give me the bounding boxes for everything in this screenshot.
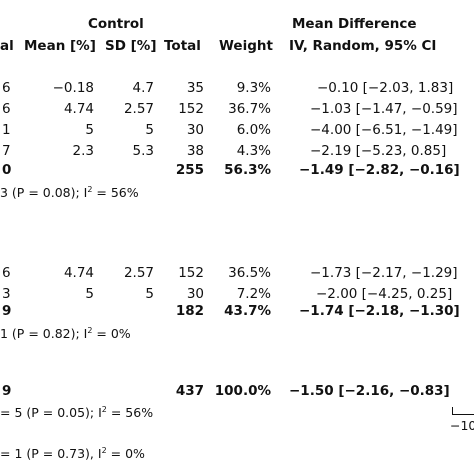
table-cell: −1.73 [−2.17, −1.29] [310, 265, 458, 281]
table-cell: 5.3 [132, 143, 154, 159]
table-cell: 36.7% [228, 101, 271, 117]
table-cell: 2.3 [72, 143, 94, 159]
subtotal-cell: −1.74 [−2.18, −1.30] [299, 303, 460, 319]
table-cell: 7 [2, 143, 11, 159]
axis-tick-label: −10 [450, 418, 474, 433]
table-cell: 2.57 [123, 101, 154, 117]
table-cell: 6 [2, 101, 11, 117]
table-cell: 3 [2, 286, 11, 302]
table-cell: 9.3% [236, 80, 271, 96]
subtotal-cell: 0 [2, 162, 12, 178]
col-total-left-partial: al [0, 38, 14, 54]
table-cell: 2.57 [123, 265, 154, 281]
col-total-header: Total [164, 38, 201, 54]
col-method-header: IV, Random, 95% CI [289, 38, 437, 54]
table-cell: −2.19 [−5.23, 0.85] [310, 143, 447, 159]
subtotal-cell: −1.49 [−2.82, −0.16] [299, 162, 460, 178]
table-cell: 4.7 [132, 80, 154, 96]
overall-total: 437 [175, 383, 204, 399]
table-cell: 38 [186, 143, 204, 159]
overall-cell: 9 [2, 383, 12, 399]
table-cell: 5 [85, 286, 94, 302]
table-cell: 6 [2, 265, 11, 281]
col-weight-header: Weight [219, 38, 273, 54]
table-cell: 6.0% [236, 122, 271, 138]
table-cell: 5 [145, 122, 154, 138]
overall-ci: −1.50 [−2.16, −0.83] [289, 383, 450, 399]
table-cell: 4.74 [63, 265, 94, 281]
table-cell: −1.03 [−1.47, −0.59] [310, 101, 458, 117]
table-cell: 35 [186, 80, 204, 96]
subtotal-cell: 43.7% [224, 303, 271, 319]
subtotal-cell: 255 [175, 162, 204, 178]
table-cell: 36.5% [228, 265, 271, 281]
axis-line [452, 414, 474, 415]
table-cell: 4.74 [63, 101, 94, 117]
table-cell: 4.3% [236, 143, 271, 159]
table-cell: 5 [85, 122, 94, 138]
heterogeneity-text: 3 (P = 0.08); I2 = 56% [0, 184, 139, 200]
subtotal-cell: 9 [2, 303, 12, 319]
table-cell: 152 [178, 265, 204, 281]
subtotal-cell: 182 [175, 303, 204, 319]
subgroup-difference-text: = 1 (P = 0.73), I2 = 0% [0, 445, 145, 461]
table-cell: 30 [186, 122, 204, 138]
table-cell: 1 [2, 122, 11, 138]
col-mean-header: Mean [%] [24, 38, 96, 54]
table-cell: 7.2% [236, 286, 271, 302]
axis-tick [452, 407, 453, 415]
control-group-header: Control [88, 16, 144, 32]
overall-weight: 100.0% [214, 383, 271, 399]
col-sd-header: SD [%] [105, 38, 157, 54]
table-cell: −0.18 [52, 80, 94, 96]
table-cell: −0.10 [−2.03, 1.83] [317, 80, 454, 96]
table-cell: −2.00 [−4.25, 0.25] [316, 286, 453, 302]
table-cell: 30 [186, 286, 204, 302]
subtotal-cell: 56.3% [224, 162, 271, 178]
table-cell: 152 [178, 101, 204, 117]
table-cell: −4.00 [−6.51, −1.49] [310, 122, 458, 138]
mean-difference-header: Mean Difference [292, 16, 417, 32]
overall-heterogeneity-text: = 5 (P = 0.05); I2 = 56% [0, 404, 154, 420]
heterogeneity-text: 1 (P = 0.82); I2 = 0% [0, 325, 131, 341]
table-cell: 6 [2, 80, 11, 96]
table-cell: 5 [145, 286, 154, 302]
